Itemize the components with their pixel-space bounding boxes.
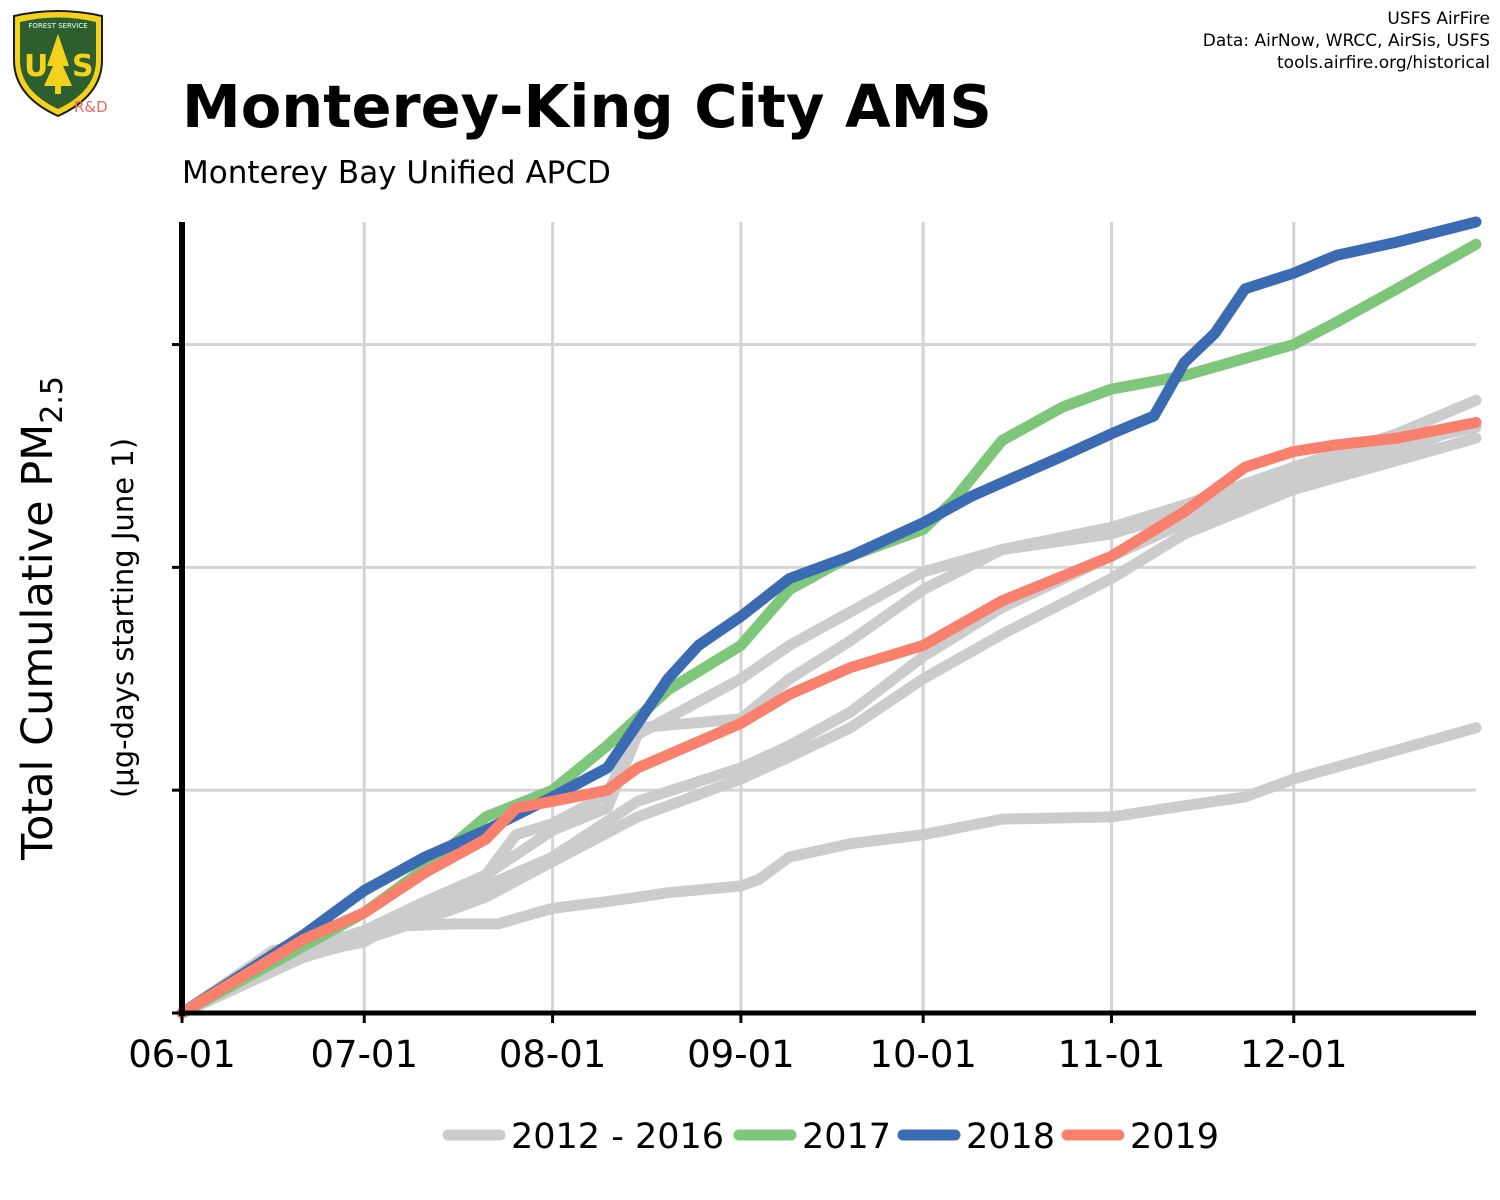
tree-icon: [44, 34, 72, 86]
series-line-2019: [176, 417, 1482, 1019]
credits-line-3: tools.airfire.org/historical: [1277, 53, 1490, 73]
series-lines: [176, 216, 1482, 1019]
legend: 2012 - 2016 2017 2018 2019: [442, 1117, 1219, 1157]
legend-label: 2018: [966, 1117, 1055, 1157]
usfs-shield-logo: U S FOREST SERVICE: [13, 10, 103, 118]
credits-line-1: USFS AirFire: [1387, 9, 1490, 29]
credits-block: USFS AirFire Data: AirNow, WRCC, AirSis,…: [1203, 8, 1490, 74]
chart-title: Monterey-King City AMS: [182, 72, 992, 141]
credits-line-2: Data: AirNow, WRCC, AirSis, USFS: [1202, 31, 1490, 51]
x-tick-label: 07-01: [310, 1033, 418, 1076]
svg-text:U: U: [24, 49, 48, 84]
logo-rd-label: R&D: [74, 98, 108, 116]
x-tick-label: 09-01: [687, 1033, 795, 1076]
axes: [172, 222, 1476, 1023]
x-tick-label: 11-01: [1058, 1033, 1166, 1076]
series-line-2018: [176, 216, 1482, 1019]
legend-label: 2017: [802, 1117, 891, 1157]
x-tick-labels: 06-01 07-01 08-01 09-01 10-01 11-01 12-01: [128, 1033, 1347, 1076]
x-tick-label: 10-01: [869, 1033, 977, 1076]
svg-text:S: S: [72, 49, 94, 84]
svg-text:FOREST SERVICE: FOREST SERVICE: [28, 22, 87, 30]
chart-subtitle: Monterey Bay Unified APCD: [182, 155, 611, 191]
x-tick-label: 06-01: [128, 1033, 236, 1076]
y-axis-labels: Total Cumulative PM2.5 (µg-days starting …: [13, 376, 140, 861]
y-axis-title: Total Cumulative PM2.5: [13, 376, 70, 861]
series-line-2012-2016: [176, 722, 1482, 1019]
x-tick-label: 08-01: [499, 1033, 607, 1076]
legend-label: 2019: [1130, 1117, 1219, 1157]
grid-lines: [180, 222, 1476, 1013]
x-tick-label: 12-01: [1240, 1033, 1348, 1076]
legend-label: 2012 - 2016: [511, 1117, 724, 1157]
y-axis-subtitle: (µg-days starting June 1): [106, 438, 140, 798]
